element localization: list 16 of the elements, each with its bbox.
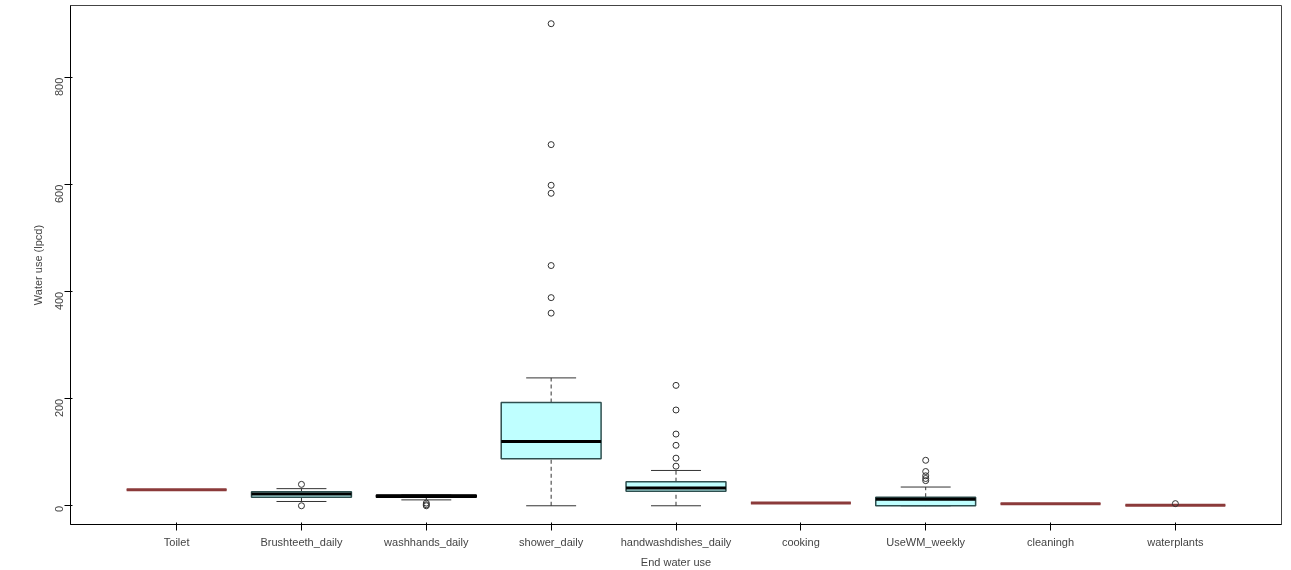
y-tick-label: 0	[53, 505, 66, 512]
x-tick-label: UseWM_weekly	[886, 535, 966, 548]
x-tick-label: Brushteeth_daily	[260, 535, 343, 548]
y-tick-label: 400	[53, 291, 66, 311]
x-tick-label: Toilet	[163, 535, 190, 548]
y-axis-title: Water use (lpcd)	[31, 224, 44, 306]
x-tick-label: waterplants	[1146, 535, 1205, 548]
x-tick-label: shower_daily	[519, 535, 584, 548]
x-tick-label: handwashdishes_daily	[620, 535, 732, 548]
y-tick-label: 600	[53, 184, 66, 204]
x-tick-label: cleaningh	[1026, 535, 1075, 548]
y-tick-label: 800	[53, 77, 66, 97]
x-axis-title: End water use	[640, 555, 712, 568]
y-tick-label: 200	[53, 398, 66, 418]
x-tick-label: washhands_daily	[383, 535, 469, 548]
x-tick-label: cooking	[781, 535, 820, 548]
